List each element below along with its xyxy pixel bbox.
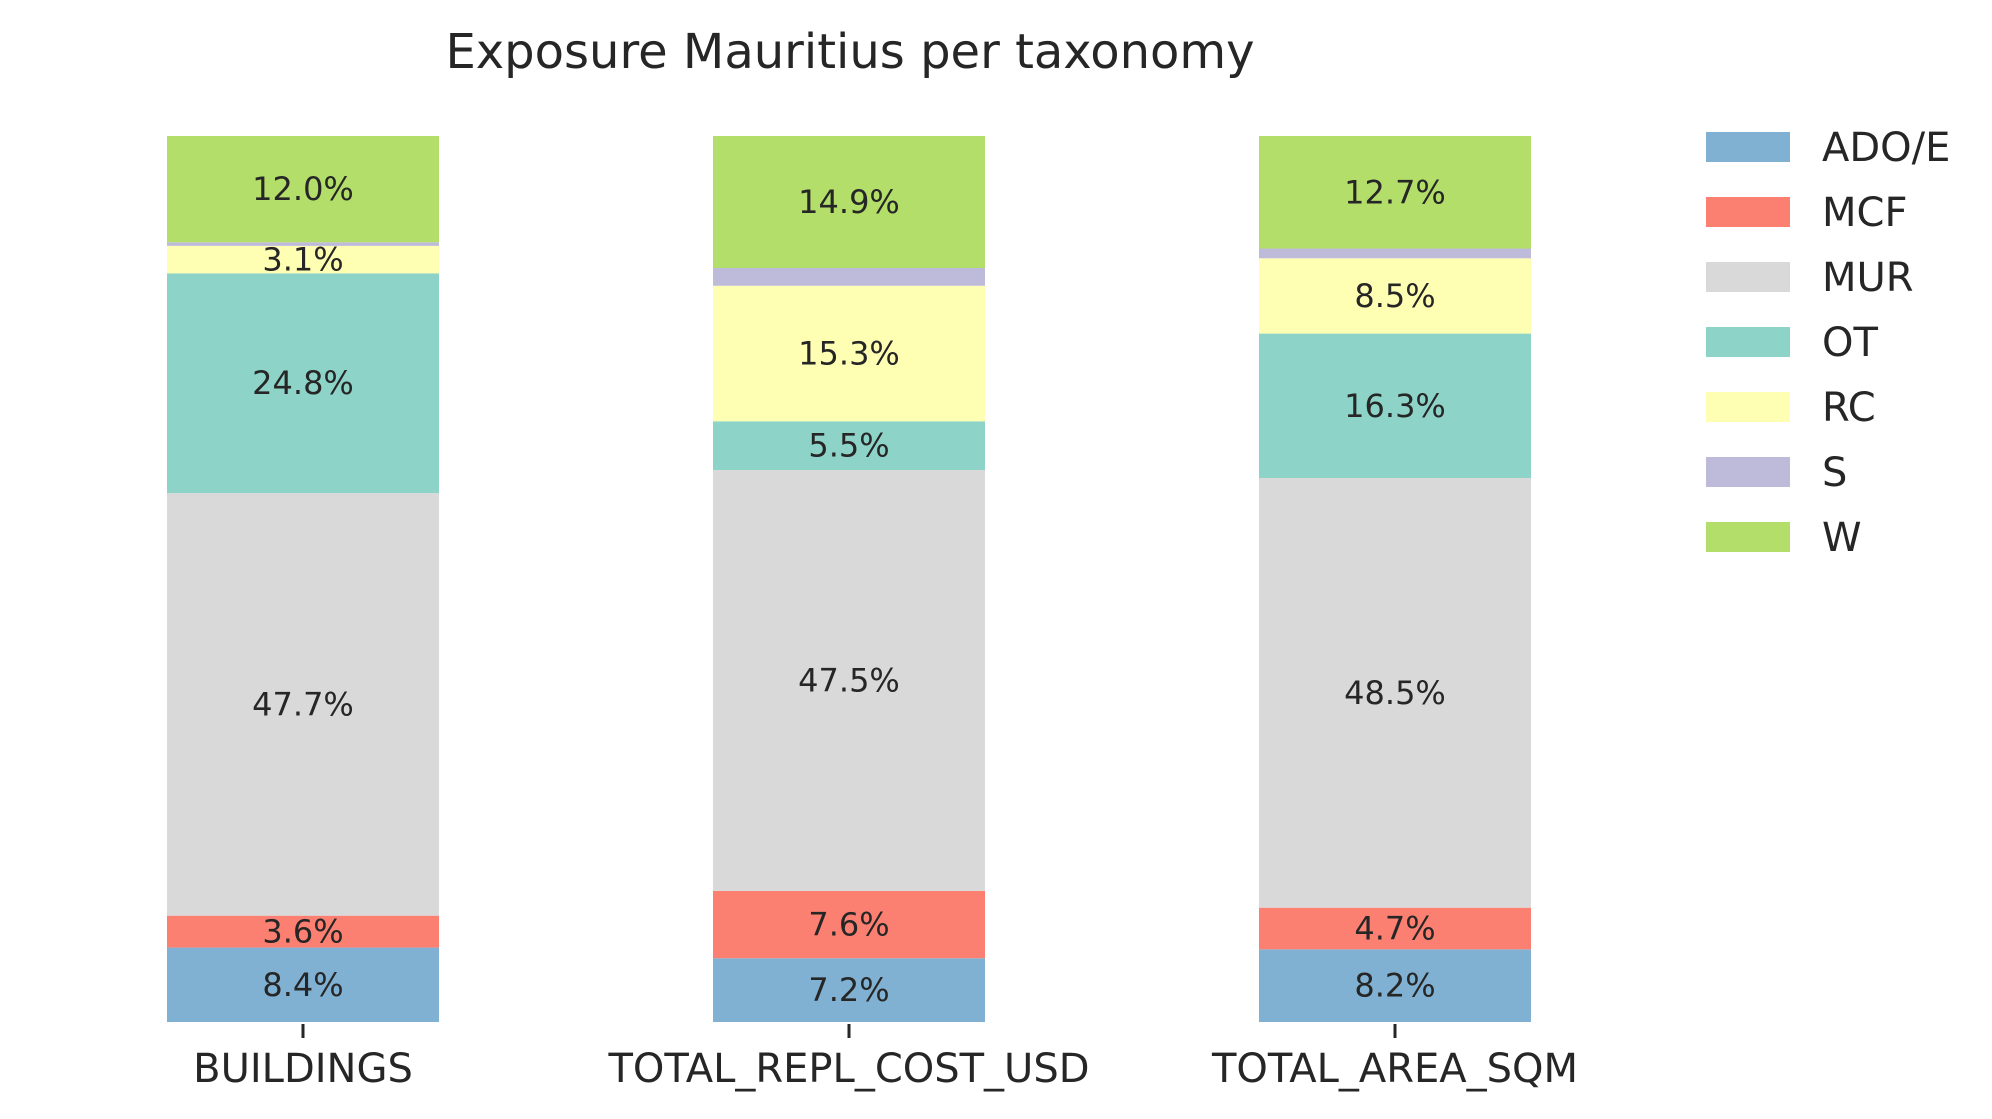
bar-segment-buildings-mur	[167, 493, 439, 916]
x-tick-label: TOTAL_REPL_COST_USD	[607, 1046, 1089, 1092]
segment-label: 47.7%	[252, 685, 354, 723]
bars-layer	[167, 136, 1531, 1022]
bar-segment-total-area-sqm-w	[1259, 136, 1531, 249]
x-tick-label: TOTAL_AREA_SQM	[1211, 1046, 1578, 1092]
legend-swatch	[1706, 262, 1790, 292]
segment-label: 12.7%	[1344, 173, 1446, 211]
legend-label: OT	[1822, 320, 1878, 366]
segment-label: 7.6%	[808, 906, 889, 944]
legend-label: W	[1822, 515, 1862, 561]
segment-label: 8.2%	[1354, 967, 1435, 1005]
legend-swatch	[1706, 132, 1790, 162]
legend-label: ADO/E	[1822, 125, 1950, 171]
chart-title: Exposure Mauritius per taxonomy	[445, 24, 1254, 80]
segment-label: 16.3%	[1344, 387, 1446, 425]
bar-segment-total-area-sqm-mur	[1259, 477, 1531, 908]
bar-segment-buildings-ado-e	[167, 947, 439, 1022]
bar-segment-buildings-ot	[167, 273, 439, 494]
bar-segment-buildings-rc	[167, 245, 439, 274]
bar-segment-buildings-w	[167, 136, 439, 243]
segment-label: 15.3%	[798, 335, 900, 373]
segment-label: 8.5%	[1354, 277, 1435, 315]
legend-swatch	[1706, 522, 1790, 552]
bar-segment-total-area-sqm-rc	[1259, 258, 1531, 334]
legend-label: RC	[1822, 385, 1876, 431]
x-tick-label: BUILDINGS	[193, 1046, 413, 1092]
bar-segment-total-repl-cost-usd-mur	[713, 470, 985, 891]
segment-label: 3.6%	[262, 913, 343, 951]
legend-label: MCF	[1822, 190, 1907, 236]
legend-label: MUR	[1822, 255, 1914, 301]
segment-label: 24.8%	[252, 364, 354, 402]
x-axis: BUILDINGS TOTAL_REPL_COST_USD TOTAL_AREA_S…	[193, 1024, 1578, 1092]
bar-segment-total-repl-cost-usd-ot	[713, 421, 985, 471]
bar-segment-total-repl-cost-usd-rc	[713, 285, 985, 422]
bar-segment-total-area-sqm-s	[1259, 248, 1531, 259]
bar-segment-total-area-sqm-mcf	[1259, 907, 1531, 950]
legend-swatch	[1706, 197, 1790, 227]
segment-labels-layer: 8.4% 3.6% 47.7% 24.8% 3.1% 12.0% 7.2% 7.6% 47.5%…	[252, 170, 1446, 1009]
legend-swatch	[1706, 392, 1790, 422]
segment-label: 5.5%	[808, 427, 889, 465]
legend-label: S	[1822, 450, 1847, 496]
bar-segment-total-repl-cost-usd-mcf	[713, 890, 985, 959]
segment-label: 7.2%	[808, 971, 889, 1009]
bar-segment-buildings-s	[167, 242, 439, 246]
segment-label: 48.5%	[1344, 674, 1446, 712]
segment-label: 14.9%	[798, 183, 900, 221]
segment-label: 12.0%	[252, 170, 354, 208]
bar-segment-buildings-mcf	[167, 915, 439, 948]
segment-label: 8.4%	[262, 966, 343, 1004]
segment-label: 4.7%	[1354, 910, 1435, 948]
bar-segment-total-repl-cost-usd-ado-e	[713, 958, 985, 1022]
legend-swatch	[1706, 457, 1790, 487]
bar-segment-total-repl-cost-usd-s	[713, 268, 985, 286]
bar-segment-total-repl-cost-usd-w	[713, 136, 985, 269]
segment-label: 3.1%	[262, 241, 343, 279]
bar-segment-total-area-sqm-ado-e	[1259, 949, 1531, 1022]
bar-segment-total-area-sqm-ot	[1259, 333, 1531, 478]
legend-swatch	[1706, 327, 1790, 357]
segment-label: 47.5%	[798, 661, 900, 699]
legend: ADO/E MCF MUR OT RC SW	[1706, 125, 1950, 561]
